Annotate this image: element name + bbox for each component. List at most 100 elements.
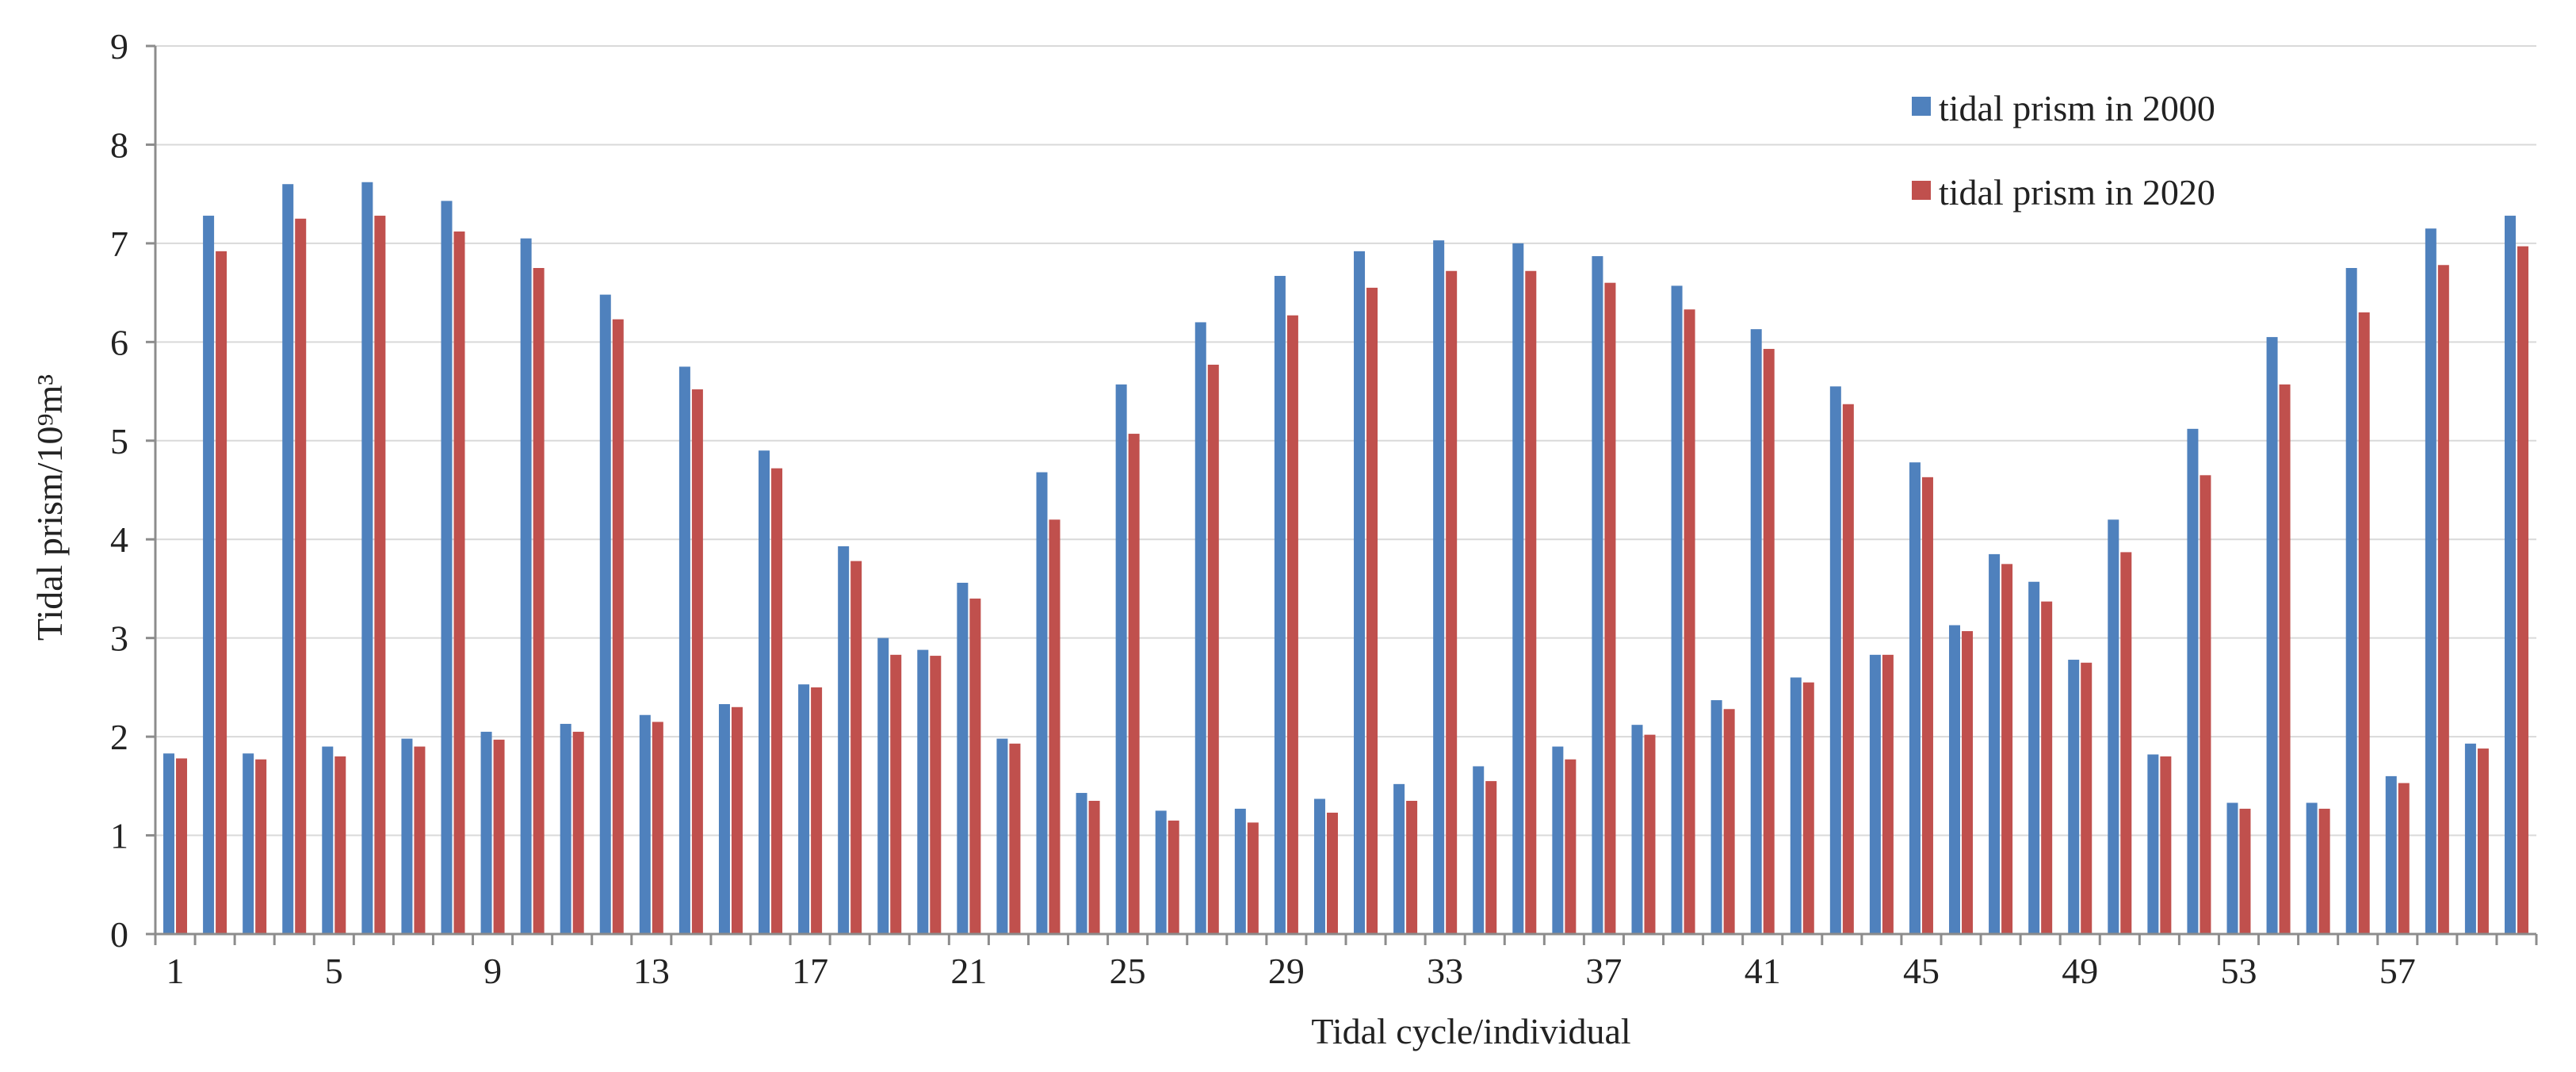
bar-2020-cycle-16 [771,468,783,934]
x-axis-title: Tidal cycle/individual [1311,1011,1630,1051]
bar-2000-cycle-18 [838,546,850,934]
bar-2000-cycle-47 [1989,553,2001,934]
bar-2000-cycle-60 [2504,216,2516,934]
x-tick-label-25: 25 [1110,951,1146,991]
x-tick-label-13: 13 [633,951,670,991]
bar-2020-cycle-1 [176,758,188,934]
bar-2000-cycle-10 [520,238,532,935]
bar-2020-cycle-13 [652,722,663,934]
bar-2000-cycle-20 [917,649,929,934]
bar-2000-cycle-34 [1473,766,1485,934]
bar-2000-cycle-53 [2226,802,2238,934]
bar-2020-cycle-33 [1446,270,1458,934]
bar-2020-cycle-28 [1247,822,1259,934]
bar-2020-cycle-54 [2279,384,2291,934]
bar-2020-cycle-32 [1406,801,1418,934]
bar-2020-cycle-24 [1088,801,1100,934]
bar-2000-cycle-6 [361,182,373,934]
bar-2020-cycle-44 [1882,654,1894,934]
bar-2020-cycle-9 [493,739,505,934]
bar-2020-cycle-23 [1049,519,1061,934]
bar-2000-cycle-16 [759,450,770,934]
bar-2020-cycle-56 [2358,312,2370,934]
y-tick-label-6: 6 [110,322,128,362]
bar-2020-cycle-2 [216,251,227,934]
bar-2020-cycle-22 [1009,743,1021,934]
bar-2000-cycle-32 [1393,783,1405,934]
bar-2020-cycle-11 [572,731,584,934]
bar-2020-cycle-51 [2160,756,2172,934]
bar-2020-cycle-60 [2517,246,2528,935]
y-tick-label-5: 5 [110,421,128,461]
bar-2020-cycle-3 [255,759,267,934]
bar-2000-cycle-38 [1631,725,1643,934]
bar-2020-cycle-53 [2239,808,2251,934]
x-tick-label-53: 53 [2221,951,2257,991]
x-tick-label-21: 21 [950,951,987,991]
bar-2000-cycle-35 [1512,243,1524,934]
y-tick-label-0: 0 [110,914,128,955]
x-tick-labels: 1 5 9 13 17 21 25 29 33 37 41 45 49 53 57 [154,934,2538,991]
bar-2020-cycle-10 [533,268,545,934]
x-tick-label-33: 33 [1427,951,1463,991]
bar-2000-cycle-21 [957,582,969,934]
bar-2020-cycle-25 [1128,434,1140,934]
bar-2020-cycle-59 [2477,748,2489,934]
bar-2000-cycle-25 [1115,384,1127,934]
bar-2000-cycle-52 [2187,428,2199,934]
bar-2020-cycle-40 [1723,709,1735,934]
legend-swatch-2020 [1912,181,1931,200]
bar-2000-cycle-44 [1869,654,1881,934]
bar-2020-cycle-15 [731,706,743,934]
bar-2000-cycle-28 [1234,808,1246,934]
bar-2020-cycle-49 [2081,662,2093,934]
bar-2000-cycle-23 [1036,472,1048,934]
y-tick-label-9: 9 [110,26,128,67]
y-tick-labels: 0 1 2 3 4 5 6 7 8 9 [110,26,155,955]
bar-2020-cycle-46 [1962,630,1974,934]
bar-2000-cycle-41 [1750,329,1762,935]
bar-2000-cycle-40 [1710,700,1722,934]
x-tick-label-29: 29 [1268,951,1305,991]
bar-2000-cycle-4 [282,184,294,934]
bar-2020-cycle-36 [1565,759,1577,934]
bar-2020-cycle-21 [969,598,981,934]
x-tick-label-57: 57 [2379,951,2416,991]
bar-2000-cycle-1 [163,753,175,934]
bar-2000-cycle-54 [2266,337,2278,935]
bar-2000-cycle-9 [480,731,492,934]
x-tick-label-41: 41 [1745,951,1781,991]
legend: tidal prism in 2000 tidal prism in 2020 [1912,88,2215,212]
bar-2020-cycle-42 [1802,682,1814,934]
bar-2000-cycle-29 [1274,275,1286,934]
bar-2020-cycle-45 [1921,477,1933,934]
bar-2000-cycle-57 [2385,775,2397,934]
bar-2020-cycle-29 [1286,315,1298,934]
legend-label-2000: tidal prism in 2000 [1939,88,2215,128]
bar-2000-cycle-39 [1671,285,1683,934]
bar-2020-cycle-20 [930,656,942,934]
bar-2020-cycle-35 [1525,270,1537,934]
x-tick-label-9: 9 [483,951,502,991]
bar-2020-cycle-38 [1644,734,1656,934]
bar-2020-cycle-41 [1763,349,1775,934]
bar-series [163,182,2528,935]
bar-2020-cycle-5 [334,756,346,934]
y-tick-label-8: 8 [110,124,128,165]
bar-2000-cycle-36 [1552,746,1564,934]
x-tick-label-37: 37 [1585,951,1622,991]
bar-2000-cycle-50 [2108,519,2119,934]
bar-2000-cycle-48 [2028,581,2040,934]
bar-2020-cycle-19 [890,654,902,934]
bar-2020-cycle-4 [295,218,307,934]
bar-2020-cycle-55 [2318,808,2330,934]
bar-2020-cycle-34 [1485,781,1497,934]
bar-2000-cycle-12 [599,294,611,935]
bar-2020-cycle-52 [2200,475,2211,934]
bar-2020-cycle-47 [2001,564,2013,934]
bar-2020-cycle-17 [811,687,823,934]
bar-2020-cycle-57 [2398,783,2410,934]
bar-2000-cycle-11 [560,723,571,934]
bar-2000-cycle-14 [678,366,690,934]
